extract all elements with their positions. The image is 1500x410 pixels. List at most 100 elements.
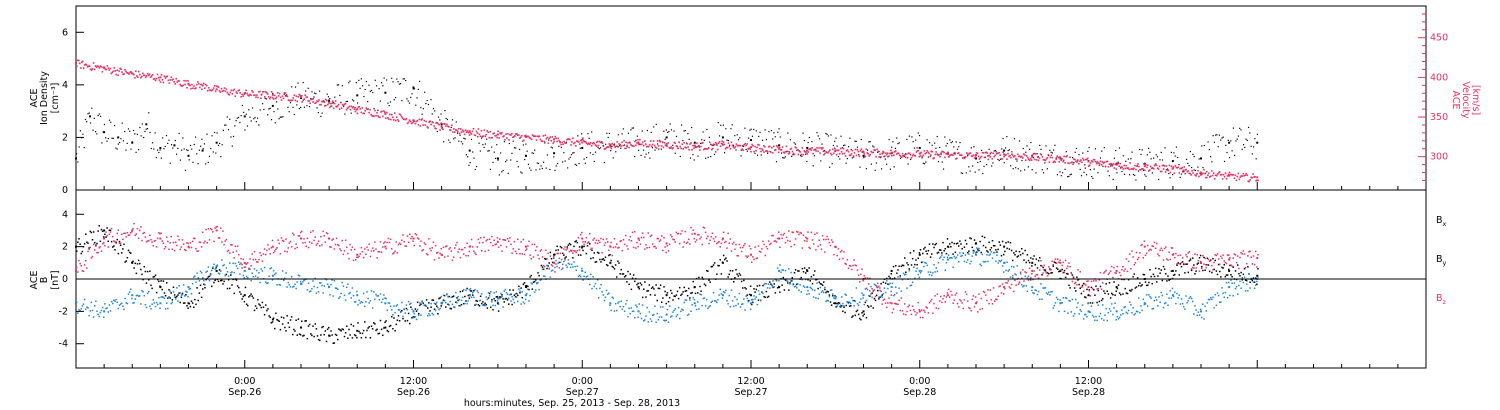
b-bx-jitter-point: [125, 260, 127, 262]
density-jitter-point: [1189, 150, 1191, 153]
b-by-jitter-point: [619, 305, 621, 308]
velocity-jitter-point: [726, 146, 729, 149]
density-jitter-point: [1242, 144, 1245, 146]
density-jitter-point: [448, 139, 450, 141]
b-by-jitter-point: [826, 299, 828, 302]
density-jitter-point: [621, 133, 623, 135]
b-by-jitter-point: [631, 310, 634, 313]
b-bz-point: [946, 294, 949, 297]
velocity-jitter-point: [1198, 175, 1200, 178]
density-jitter-point: [1212, 135, 1214, 137]
b-bz-jitter-point: [303, 238, 305, 240]
b-by-jitter-point: [684, 299, 687, 301]
density-jitter-point: [525, 143, 527, 145]
b-by-jitter-point: [267, 282, 269, 284]
b-by-jitter-point: [1010, 265, 1013, 268]
b-bx-jitter-point: [333, 342, 336, 344]
density-jitter-point: [806, 160, 808, 163]
density-point: [778, 144, 781, 147]
b-by-jitter-point: [494, 304, 496, 307]
density-jitter-point: [200, 145, 202, 147]
b-by-jitter-point: [563, 260, 565, 263]
velocity-jitter-point: [568, 138, 570, 140]
density-jitter-point: [305, 90, 307, 92]
velocity-jitter-point: [1016, 158, 1018, 160]
b-bx-jitter-point: [115, 241, 117, 244]
b-by-jitter-point: [616, 309, 618, 312]
velocity-jitter-point: [1196, 172, 1198, 175]
velocity-jitter-point: [276, 91, 279, 94]
b-bx-jitter-point: [1142, 273, 1144, 276]
b-bx-jitter-point: [357, 322, 359, 324]
b-bx-jitter-point: [1188, 260, 1191, 262]
b-bz-jitter-point: [158, 231, 160, 234]
b-by-jitter-point: [699, 293, 701, 295]
b-by-jitter-point: [1127, 309, 1130, 312]
b-bx-jitter-point: [888, 275, 890, 278]
density-jitter-point: [1123, 173, 1126, 175]
b-by-jitter-point: [727, 303, 729, 305]
density-jitter-point: [618, 145, 621, 147]
velocity-jitter-point: [76, 59, 79, 62]
b-bx-jitter-point: [1139, 282, 1141, 284]
density-jitter-point: [1210, 156, 1212, 158]
b-bx-jitter-point: [158, 280, 160, 283]
density-jitter-point: [465, 154, 468, 156]
density-jitter-point: [475, 165, 478, 168]
b-bx-jitter-point: [1115, 290, 1117, 292]
b-bx-jitter-point: [811, 282, 814, 285]
b-bx-jitter-point: [681, 293, 683, 295]
b-bz-jitter-point: [653, 245, 655, 248]
velocity-jitter-point: [417, 123, 420, 126]
b-by-jitter-point: [582, 279, 584, 281]
b-bx-jitter-point: [384, 321, 386, 324]
b-bx-jitter-point: [625, 275, 627, 277]
velocity-jitter-point: [502, 135, 504, 138]
velocity-jitter-point: [341, 103, 344, 106]
density-jitter-point: [141, 123, 144, 125]
velocity-point: [187, 82, 190, 85]
b-bz-jitter-point: [280, 237, 283, 239]
velocity-jitter-point: [601, 142, 604, 144]
velocity-jitter-point: [1068, 162, 1070, 165]
density-jitter-point: [1244, 146, 1246, 149]
b-by-jitter-point: [617, 302, 619, 304]
velocity-jitter-point: [179, 83, 181, 86]
b-bx-jitter-point: [78, 238, 80, 240]
b-bz-jitter-point: [659, 239, 662, 241]
velocity-jitter-point: [377, 115, 379, 117]
density-jitter-point: [1015, 167, 1017, 169]
velocity-jitter-point: [1094, 160, 1097, 163]
b-bx-jitter-point: [1012, 259, 1014, 262]
velocity-jitter-point: [149, 76, 152, 78]
b-bx-jitter-point: [1165, 273, 1167, 275]
density-jitter-point: [858, 154, 860, 156]
velocity-jitter-point: [813, 149, 815, 151]
b-bx-jitter-point: [1214, 259, 1216, 262]
b-by-jitter-point: [1224, 291, 1227, 294]
b-bz-jitter-point: [401, 239, 403, 242]
density-jitter-point: [940, 152, 942, 154]
velocity-jitter-point: [442, 128, 444, 131]
b-bx-jitter-point: [563, 254, 565, 256]
b-bx-jitter-point: [575, 240, 577, 242]
velocity-jitter-point: [917, 149, 920, 152]
velocity-jitter-point: [769, 151, 772, 153]
velocity-jitter-point: [1205, 176, 1207, 179]
b-bz-jitter-point: [328, 237, 330, 240]
velocity-jitter-point: [287, 99, 290, 101]
b-bx-jitter-point: [758, 284, 761, 287]
velocity-jitter-point: [1142, 168, 1144, 170]
velocity-jitter-point: [340, 107, 343, 109]
b-bx-jitter-point: [415, 310, 418, 312]
density-jitter-point: [206, 133, 208, 135]
b-by-jitter-point: [317, 291, 320, 293]
velocity-jitter-point: [773, 149, 776, 152]
density-jitter-point: [1040, 148, 1042, 151]
b-by-jitter-point: [765, 283, 768, 285]
density-jitter-point: [154, 132, 156, 134]
b-by-jitter-point: [598, 297, 600, 299]
b-by-jitter-point: [1125, 311, 1128, 314]
b-bz-jitter-point: [662, 249, 664, 252]
b-by-jitter-point: [1131, 311, 1133, 314]
